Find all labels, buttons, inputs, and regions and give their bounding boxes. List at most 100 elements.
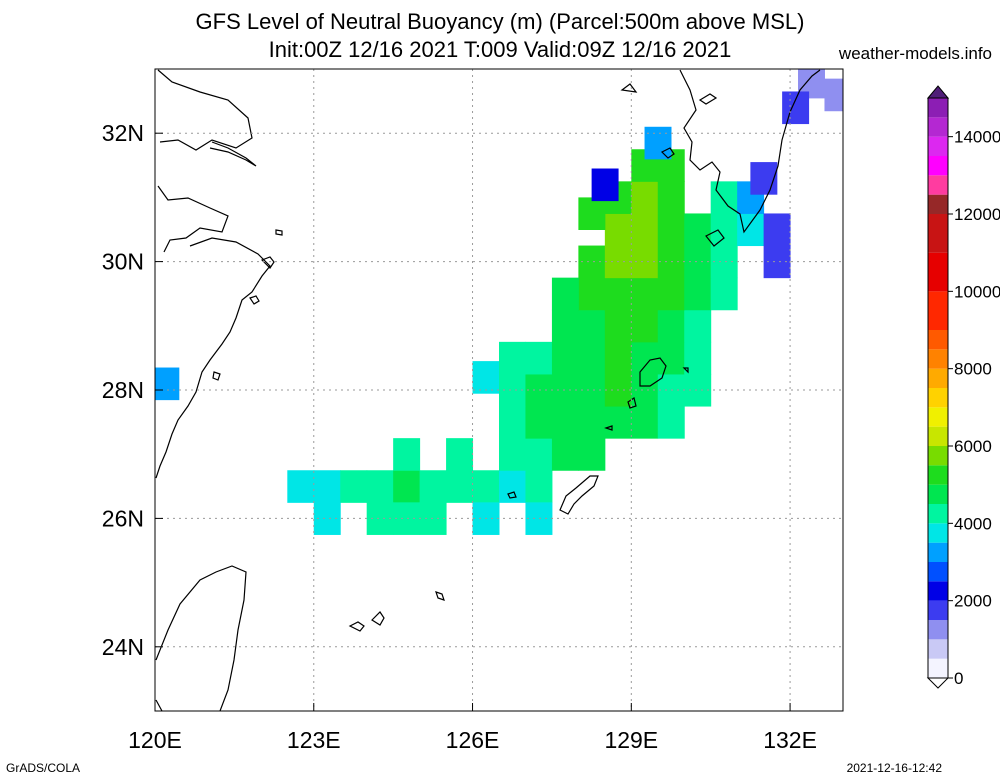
field-cell bbox=[684, 341, 712, 375]
buoyancy-field bbox=[155, 69, 843, 535]
field-cell bbox=[393, 470, 421, 503]
field-cell bbox=[591, 168, 619, 202]
field-cell bbox=[578, 277, 606, 311]
field-cell bbox=[631, 406, 659, 439]
colorbar-swatch bbox=[928, 349, 948, 369]
field-cell bbox=[578, 341, 606, 375]
field-cell bbox=[499, 341, 526, 375]
field-cell bbox=[419, 502, 447, 535]
field-cell bbox=[631, 309, 659, 343]
colorbar-swatch bbox=[928, 639, 948, 659]
field-cell bbox=[499, 438, 526, 471]
field-cell bbox=[684, 277, 712, 311]
colorbar-swatch bbox=[928, 484, 948, 504]
graticule bbox=[154, 69, 843, 711]
field-cell bbox=[750, 162, 778, 195]
field-cell bbox=[604, 406, 632, 439]
axis-ticks: 120E 123E 126E 129E 132E 24N 26N 28N 30N 32N bbox=[102, 120, 817, 753]
colorbar-label: 10000 bbox=[954, 282, 1000, 301]
colorbar-swatch bbox=[928, 214, 948, 253]
colorbar-label: 0 bbox=[954, 669, 963, 688]
lon-tick-label: 129E bbox=[604, 727, 658, 753]
site-credit: weather-models.info bbox=[838, 44, 992, 63]
colorbar-swatch bbox=[928, 407, 948, 427]
colorbar-swatch bbox=[928, 368, 948, 388]
colorbar-min-arrow bbox=[926, 677, 950, 689]
colorbar-swatch bbox=[928, 291, 948, 330]
colorbar-swatch bbox=[928, 117, 948, 137]
field-cell bbox=[631, 277, 659, 311]
colorbar-swatch bbox=[928, 330, 948, 350]
field-cell bbox=[684, 309, 712, 343]
field-cell bbox=[657, 181, 685, 214]
field-cell bbox=[551, 341, 579, 375]
field-cell bbox=[684, 373, 712, 407]
lat-tick-label: 26N bbox=[102, 505, 144, 531]
colorbar-label: 14000 bbox=[954, 128, 1000, 147]
lon-tick-label: 120E bbox=[128, 727, 182, 753]
colorbar-swatch bbox=[928, 658, 948, 678]
lon-tick-label: 126E bbox=[446, 727, 500, 753]
colorbar-label: 12000 bbox=[954, 205, 1000, 224]
yangtze-estuary bbox=[209, 141, 257, 167]
field-cell bbox=[578, 309, 606, 343]
korea-islands bbox=[620, 83, 718, 105]
kyushu-coastline bbox=[660, 69, 821, 247]
colorbar-swatch bbox=[928, 600, 948, 620]
china-coastline bbox=[155, 69, 271, 479]
colorbar-swatch bbox=[928, 523, 948, 543]
coastlines bbox=[155, 69, 821, 711]
colorbar-swatch bbox=[928, 252, 948, 292]
map-subtitle: Init:00Z 12/16 2021 T:009 Valid:09Z 12/1… bbox=[268, 37, 732, 62]
field-cell bbox=[525, 502, 553, 535]
field-cell bbox=[578, 406, 606, 439]
field-cell bbox=[782, 91, 810, 125]
field-cell bbox=[604, 213, 632, 247]
field-cell bbox=[657, 213, 685, 247]
field-cell bbox=[578, 197, 606, 230]
colorbar-swatch bbox=[928, 175, 948, 195]
field-cell bbox=[657, 341, 685, 375]
field-cell bbox=[525, 438, 553, 471]
field-cell bbox=[551, 406, 579, 439]
field-cell bbox=[824, 78, 843, 112]
field-cell bbox=[657, 309, 685, 343]
field-cell bbox=[525, 373, 553, 407]
field-cell bbox=[657, 277, 685, 311]
colorbar-swatch bbox=[928, 156, 948, 176]
map-title: GFS Level of Neutral Buoyancy (m) (Parce… bbox=[195, 9, 805, 34]
colorbar-label: 6000 bbox=[954, 437, 992, 456]
field-cell bbox=[710, 213, 738, 247]
field-cell bbox=[499, 406, 526, 439]
lon-tick-label: 132E bbox=[763, 727, 817, 753]
field-cell bbox=[393, 438, 421, 471]
colorbar-swatch bbox=[928, 504, 948, 524]
colorbar-max-arrow bbox=[926, 85, 950, 99]
field-cell bbox=[710, 277, 738, 311]
colorbar-swatch bbox=[928, 446, 948, 466]
field-cell bbox=[313, 470, 341, 503]
field-cell bbox=[657, 406, 685, 439]
render-timestamp: 2021-12-16-12:42 bbox=[846, 761, 942, 775]
field-cell bbox=[631, 341, 659, 375]
field-cell bbox=[472, 470, 500, 503]
colorbar-swatch bbox=[928, 581, 948, 601]
colorbar-swatch bbox=[928, 465, 948, 485]
field-cell bbox=[551, 309, 579, 343]
colorbar-label: 8000 bbox=[954, 360, 992, 379]
grads-credit: GrADS/COLA bbox=[6, 761, 81, 775]
colorbar-swatch bbox=[928, 136, 948, 156]
field-cell bbox=[631, 213, 659, 247]
colorbar: 0 2000 4000 6000 8000 10000 12000 14000 bbox=[926, 85, 1000, 689]
lat-tick-label: 24N bbox=[102, 634, 144, 660]
field-cell bbox=[644, 126, 672, 160]
colorbar-swatch bbox=[928, 388, 948, 408]
lon-tick-label: 123E bbox=[287, 727, 341, 753]
field-cell bbox=[446, 438, 474, 471]
field-cell bbox=[631, 181, 659, 214]
lat-tick-label: 30N bbox=[102, 249, 144, 275]
field-cell bbox=[287, 470, 315, 503]
lat-tick-label: 28N bbox=[102, 377, 144, 403]
field-cell bbox=[340, 470, 368, 503]
